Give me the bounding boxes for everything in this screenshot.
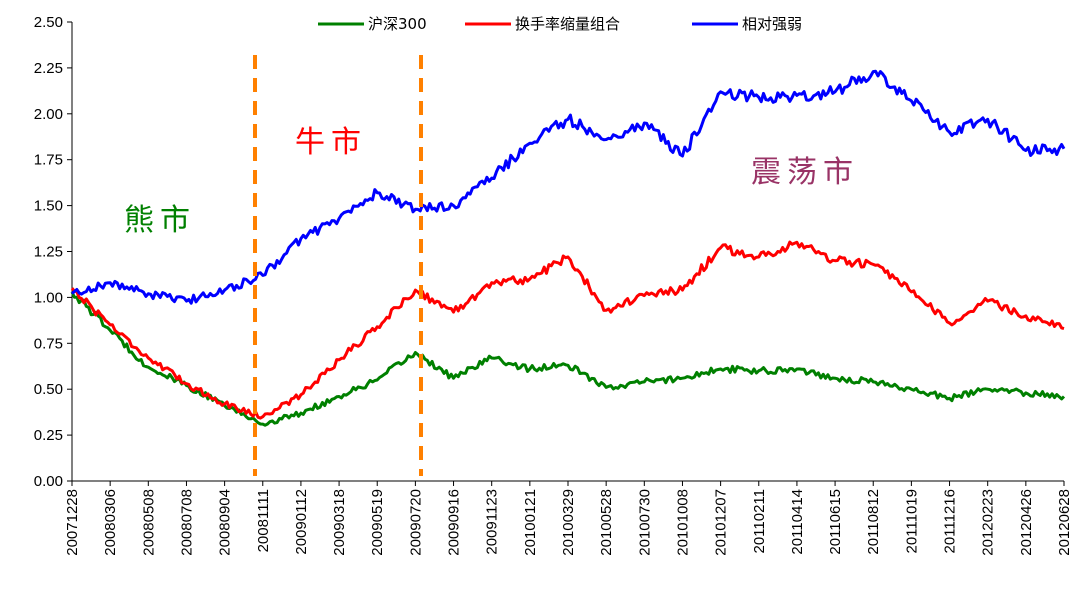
series-line-3 bbox=[70, 69, 1066, 305]
x-tick-label: 20120426 bbox=[1018, 489, 1035, 556]
legend-label: 换手率缩量组合 bbox=[515, 15, 620, 33]
y-tick-label: 2.50 bbox=[34, 14, 63, 31]
y-tick-label: 0.00 bbox=[34, 473, 63, 490]
x-tick-label: 20110615 bbox=[827, 489, 844, 555]
legend-label: 沪深300 bbox=[368, 15, 427, 33]
x-tick-label: 20110414 bbox=[789, 489, 806, 555]
x-tick-label: 20120628 bbox=[1056, 489, 1073, 556]
regime-dividers bbox=[253, 55, 423, 476]
x-tick-label: 20110211 bbox=[751, 489, 768, 554]
legend: 沪深300 换手率缩量组合 相对强弱 bbox=[318, 15, 802, 33]
x-tick-label: 20071228 bbox=[64, 489, 81, 556]
series-line-2 bbox=[70, 240, 1065, 420]
y-tick-label: 0.50 bbox=[34, 381, 63, 398]
y-tick-label: 2.25 bbox=[34, 60, 63, 77]
y-tick-label: 2.00 bbox=[34, 106, 63, 123]
x-tick-label: 20091123 bbox=[484, 489, 501, 555]
legend-label: 相对强弱 bbox=[742, 15, 802, 33]
x-tick-label: 20101008 bbox=[674, 489, 691, 556]
x-tick-label: 20090318 bbox=[331, 489, 348, 556]
x-tick-label: 20100528 bbox=[598, 489, 615, 556]
regime-label: 熊市 bbox=[124, 203, 196, 238]
x-tick-label: 20120223 bbox=[980, 489, 997, 556]
y-tick-label: 1.25 bbox=[34, 244, 63, 261]
y-tick-label: 1.00 bbox=[34, 289, 63, 306]
x-tick-label: 20080904 bbox=[217, 489, 234, 556]
x-tick-label: 20080508 bbox=[140, 489, 157, 556]
x-tick-label: 20090916 bbox=[446, 489, 463, 556]
y-axis: 0.00 0.25 0.50 0.75 1.00 1.25 1.50 1.75 2.00 2.25… bbox=[34, 14, 73, 490]
x-tick-label: 20110812 bbox=[865, 489, 882, 555]
x-tick-label: 20090720 bbox=[407, 489, 424, 556]
regime-label: 震荡市 bbox=[751, 155, 859, 190]
x-tick-label: 20090519 bbox=[369, 489, 386, 556]
y-tick-label: 1.50 bbox=[34, 198, 63, 215]
regime-label: 牛市 bbox=[295, 125, 367, 160]
x-axis: 20071228 20080306 20080508 20080708 20080904… bbox=[64, 480, 1073, 556]
x-tick-label: 20090112 bbox=[293, 489, 310, 555]
y-tick-label: 1.75 bbox=[34, 152, 63, 169]
series-lines bbox=[70, 69, 1066, 427]
x-tick-label: 20100730 bbox=[636, 489, 653, 556]
x-tick-label: 20111019 bbox=[903, 489, 920, 554]
x-tick-label: 20081111 bbox=[255, 489, 272, 552]
x-tick-label: 20080708 bbox=[178, 489, 195, 556]
x-tick-label: 20101207 bbox=[713, 489, 730, 556]
y-tick-label: 0.25 bbox=[34, 427, 63, 444]
x-tick-label: 20080306 bbox=[102, 489, 119, 556]
x-tick-label: 20100121 bbox=[522, 489, 539, 556]
x-tick-label: 20100329 bbox=[560, 489, 577, 556]
x-tick-label: 20111216 bbox=[942, 489, 959, 554]
y-tick-label: 0.75 bbox=[34, 335, 63, 352]
